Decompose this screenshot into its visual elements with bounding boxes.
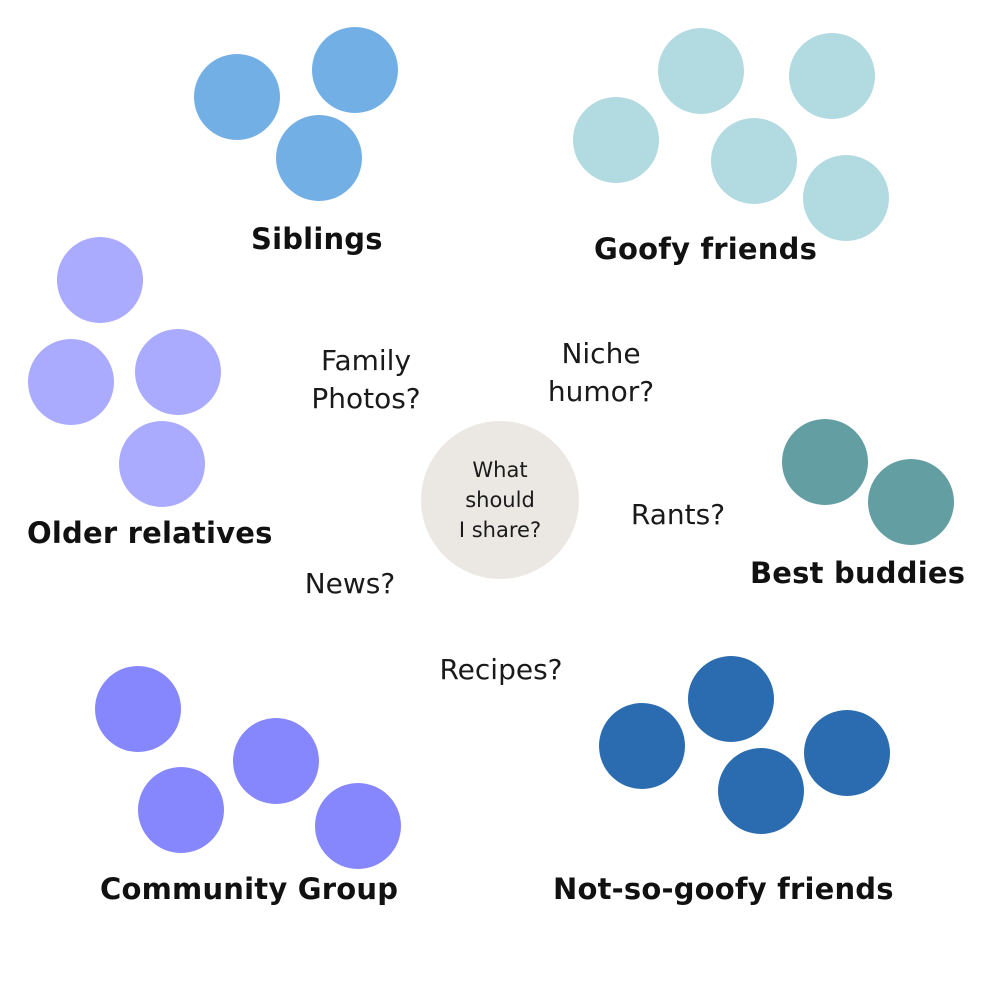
older-relatives-dot <box>57 237 143 323</box>
question-niche-humor: Niche humor? <box>536 335 666 411</box>
community-group-dot <box>95 666 181 752</box>
center-question-text: What should I share? <box>459 455 541 545</box>
question-family-photos-line2: Photos? <box>311 382 421 415</box>
community-group-label: Community Group <box>100 872 399 906</box>
best-buddies-dot <box>782 419 868 505</box>
not-so-goofy-friends-dot <box>804 710 890 796</box>
siblings-label: Siblings <box>251 222 383 256</box>
older-relatives-dot <box>28 339 114 425</box>
not-so-goofy-friends-dot <box>599 703 685 789</box>
question-recipes: Recipes? <box>439 653 563 686</box>
question-news: News? <box>304 567 396 600</box>
center-question-bubble: What should I share? <box>421 421 579 579</box>
not-so-goofy-friends-label: Not-so-goofy friends <box>553 872 894 906</box>
question-niche-humor-line2: humor? <box>547 375 655 408</box>
center-line-1: What <box>472 458 528 482</box>
goofy-friends-dot <box>711 118 797 204</box>
older-relatives-label: Older relatives <box>27 516 273 550</box>
best-buddies-dot <box>868 459 954 545</box>
not-so-goofy-friends-dot <box>718 748 804 834</box>
goofy-friends-label: Goofy friends <box>594 232 818 266</box>
not-so-goofy-friends-dot <box>688 656 774 742</box>
question-rants: Rants? <box>630 498 726 531</box>
goofy-friends-dot <box>803 155 889 241</box>
center-line-3: I share? <box>458 518 542 542</box>
community-group-dot <box>138 767 224 853</box>
question-family-photos: Family Photos? <box>300 342 432 418</box>
siblings-dot <box>312 27 398 113</box>
community-group-dot <box>233 718 319 804</box>
question-family-photos-line1: Family <box>320 344 412 377</box>
older-relatives-dot <box>119 421 205 507</box>
question-niche-humor-line1: Niche <box>561 337 641 370</box>
older-relatives-dot <box>135 329 221 415</box>
siblings-dot <box>276 115 362 201</box>
center-line-2: should <box>465 488 535 512</box>
siblings-dot <box>194 54 280 140</box>
goofy-friends-dot <box>573 97 659 183</box>
best-buddies-label: Best buddies <box>750 556 966 590</box>
goofy-friends-dot <box>789 33 875 119</box>
goofy-friends-dot <box>658 28 744 114</box>
community-group-dot <box>315 783 401 869</box>
